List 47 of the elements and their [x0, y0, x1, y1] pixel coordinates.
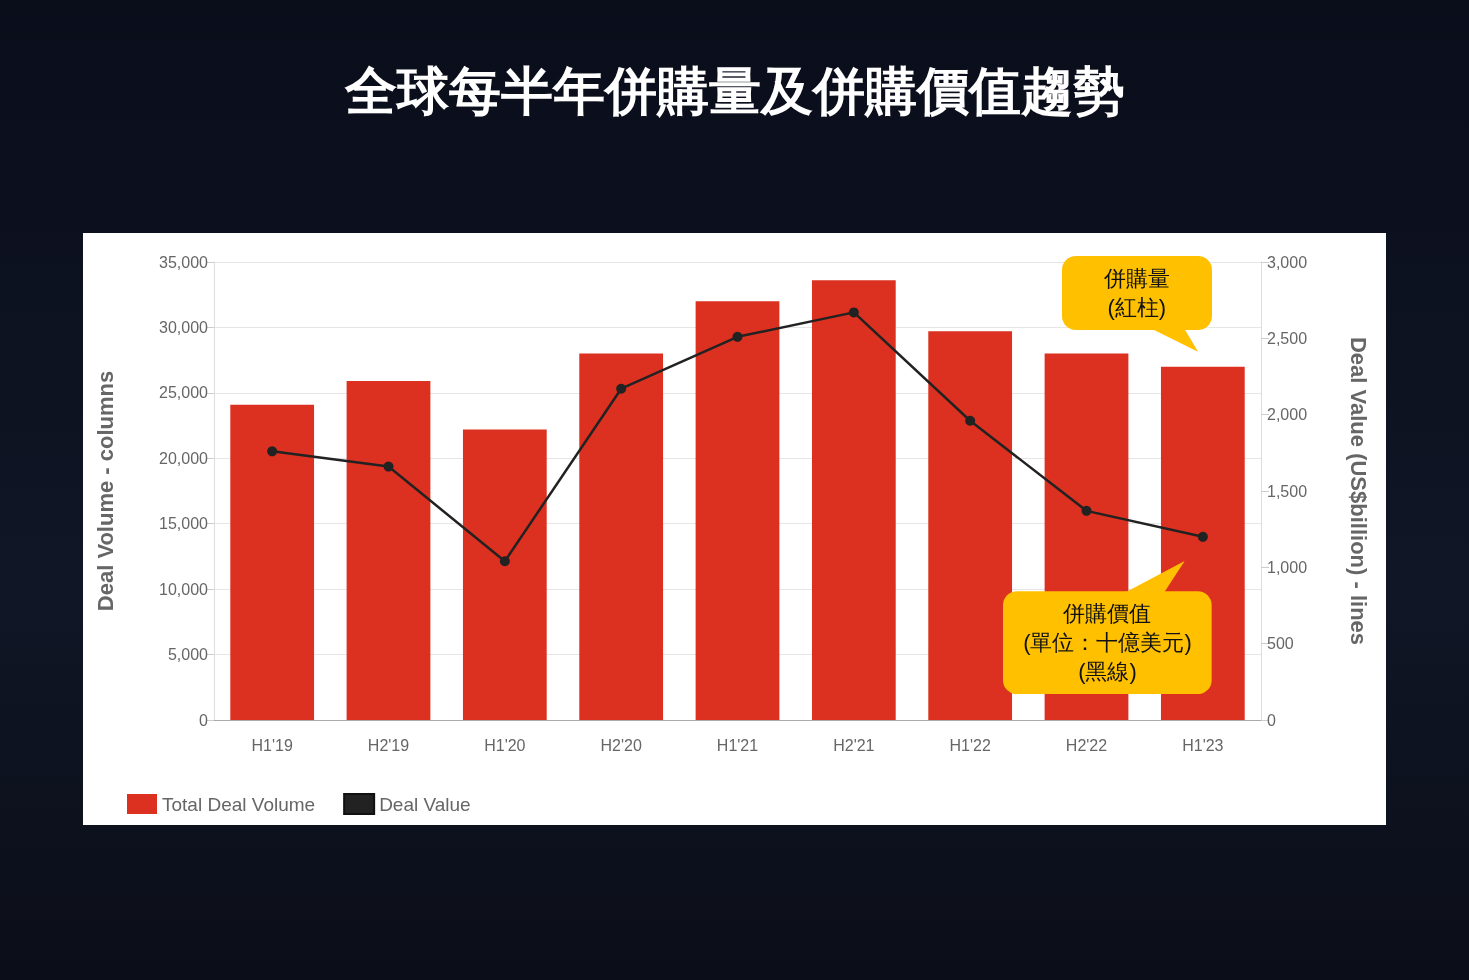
point	[732, 331, 743, 342]
chart-title: 全球每半年併購量及併購價值趨勢	[343, 62, 1125, 120]
y-tick-label: 20,000	[159, 449, 209, 467]
x-tick-label: H2'21	[833, 736, 875, 754]
bar	[579, 353, 664, 720]
x-tick-label: H2'19	[367, 736, 410, 754]
point	[499, 556, 510, 567]
x-tick-label: H1'19	[251, 736, 293, 754]
y-axis-title: Deal Volume - columns	[92, 370, 118, 612]
bar	[811, 280, 896, 720]
annotation: 併購價值 (單位：十億美元) (黑線)	[1003, 590, 1212, 694]
y2-tick-label: 0	[1267, 711, 1276, 729]
point	[616, 383, 627, 394]
x-tick-label: H1'23	[1182, 736, 1224, 754]
legend-label: Deal Value	[379, 793, 471, 815]
point	[1197, 531, 1208, 542]
y2-tick-label: 2,000	[1267, 406, 1308, 424]
y-tick-label: 0	[199, 711, 209, 729]
point	[383, 461, 394, 472]
y2-axis-title: Deal Value (US$billion) - lines	[1345, 336, 1371, 646]
y2-tick-label: 500	[1267, 635, 1294, 653]
x-tick-label: H1'20	[484, 736, 526, 754]
bar	[928, 331, 1013, 720]
point	[1081, 505, 1092, 516]
y-tick-label: 10,000	[159, 580, 209, 598]
y2-tick-label: 1,500	[1267, 482, 1308, 500]
x-tick-label: H1'21	[716, 736, 759, 754]
legend-label: Total Deal Volume	[162, 793, 316, 815]
y-tick-label: 25,000	[159, 384, 209, 402]
x-tick-label: H2'20	[600, 736, 642, 754]
y2-tick-label: 2,500	[1267, 329, 1308, 347]
x-tick-label: H2'22	[1065, 736, 1108, 754]
y2-tick-label: 3,000	[1267, 253, 1308, 271]
point	[965, 415, 976, 426]
annotation: 併購量 (紅柱)	[1061, 256, 1212, 330]
y-tick-label: 35,000	[159, 253, 209, 271]
y-tick-label: 5,000	[167, 646, 209, 664]
x-tick-label: H1'22	[949, 736, 991, 754]
y-tick-label: 30,000	[159, 318, 209, 336]
point	[267, 446, 278, 457]
y2-tick-label: 1,000	[1267, 558, 1308, 576]
y-tick-label: 15,000	[159, 515, 209, 533]
bar	[462, 429, 547, 720]
point	[848, 307, 859, 318]
bar	[230, 404, 315, 720]
bar	[695, 301, 780, 720]
bar	[346, 381, 431, 720]
